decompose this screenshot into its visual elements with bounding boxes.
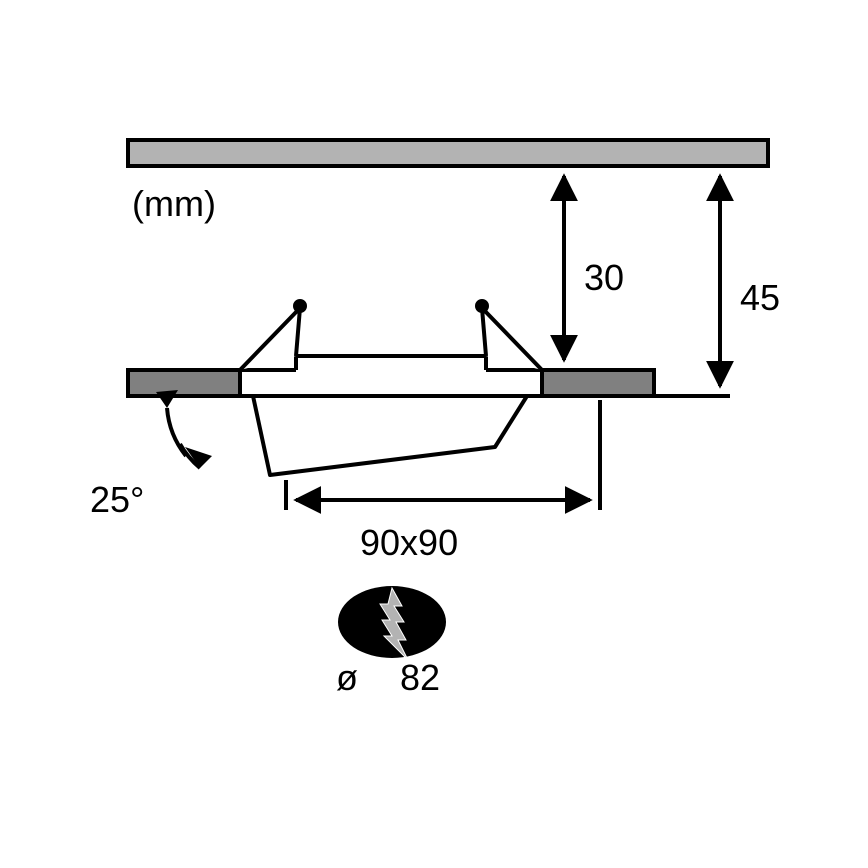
cutout-label: 82	[400, 657, 440, 698]
frame-left	[128, 370, 240, 396]
tilt-angle-label: 25°	[90, 479, 144, 520]
technical-diagram: (mm) 25° 30 45	[0, 0, 868, 868]
dimension-45-label: 45	[740, 277, 780, 318]
dimension-30-label: 30	[584, 257, 624, 298]
tilt-angle-indicator	[156, 390, 212, 468]
cutout-symbol	[338, 586, 446, 660]
diameter-symbol: ø	[336, 657, 358, 698]
frame-right	[542, 370, 654, 396]
dimension-90x90-label: 90x90	[360, 522, 458, 563]
diagram-svg: (mm) 25° 30 45	[0, 0, 868, 868]
unit-label: (mm)	[132, 183, 216, 224]
ceiling-slab	[128, 140, 768, 166]
dimension-45	[654, 176, 730, 396]
tilt-plate	[253, 396, 527, 475]
